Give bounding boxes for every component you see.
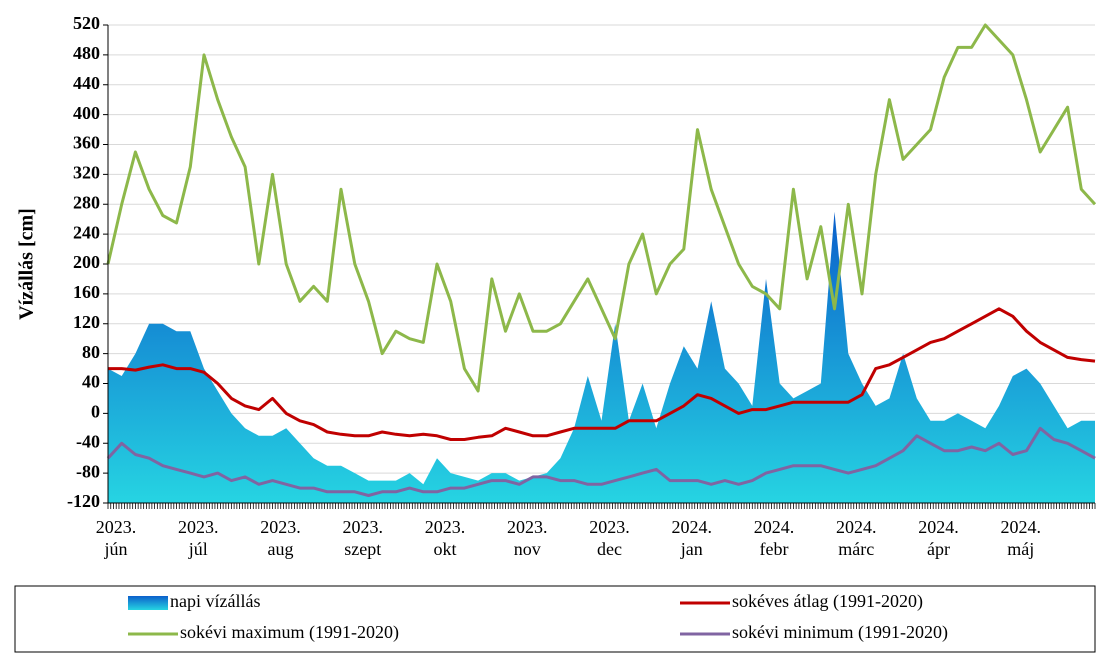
- y-tick-label: 120: [73, 312, 100, 332]
- y-tick-label: 0: [91, 402, 100, 422]
- area: [108, 211, 1095, 503]
- y-tick-label: -120: [67, 491, 100, 511]
- line: [106, 23, 1097, 393]
- legend-swatch: [128, 596, 168, 610]
- y-tick-label: 80: [82, 342, 100, 362]
- x-tick-label: 2024. febr: [753, 517, 795, 559]
- y-tick-label: 480: [73, 43, 100, 63]
- y-tick-label: -40: [76, 431, 100, 451]
- y-tick-label: 280: [73, 192, 100, 212]
- x-tick-label: 2023. aug: [260, 517, 301, 559]
- y-axis-title: Vízállás [cm]: [16, 208, 38, 320]
- legend-label: napi vízállás: [170, 591, 260, 611]
- x-tick-label: 2023. szept: [342, 517, 384, 559]
- y-tick-label: 400: [73, 103, 100, 123]
- y-tick-label: -80: [76, 461, 100, 481]
- y-tick-label: 240: [73, 222, 100, 242]
- y-tick-label: 160: [73, 282, 100, 302]
- x-tick-label: 2023. júl: [178, 517, 219, 559]
- legend-label: sokévi maximum (1991-2020): [180, 622, 399, 643]
- x-tick-label: 2023. nov: [507, 517, 548, 559]
- x-tick-label: 2024. márc: [836, 517, 877, 559]
- y-tick-label: 440: [73, 73, 100, 93]
- x-tick-label: 2024. ápr: [918, 517, 959, 559]
- legend-label: sokéves átlag (1991-2020): [732, 591, 923, 612]
- y-tick-label: 320: [73, 163, 100, 183]
- y-tick-label: 520: [73, 13, 100, 33]
- line: [108, 307, 1096, 441]
- y-tick-label: 200: [73, 252, 100, 272]
- legend-label: sokévi minimum (1991-2020): [732, 622, 948, 643]
- x-tick-label: 2024. jan: [671, 517, 713, 559]
- y-tick-label: 360: [73, 133, 100, 153]
- line: [106, 426, 1096, 497]
- x-tick-label: 2024. máj: [1000, 517, 1042, 559]
- x-tick-label: 2023. dec: [589, 517, 630, 559]
- y-tick-label: 40: [82, 372, 100, 392]
- legend-box: [14, 585, 1096, 653]
- x-tick-label: 2023. okt: [424, 517, 466, 559]
- x-tick-label: 2023. jún: [95, 517, 137, 559]
